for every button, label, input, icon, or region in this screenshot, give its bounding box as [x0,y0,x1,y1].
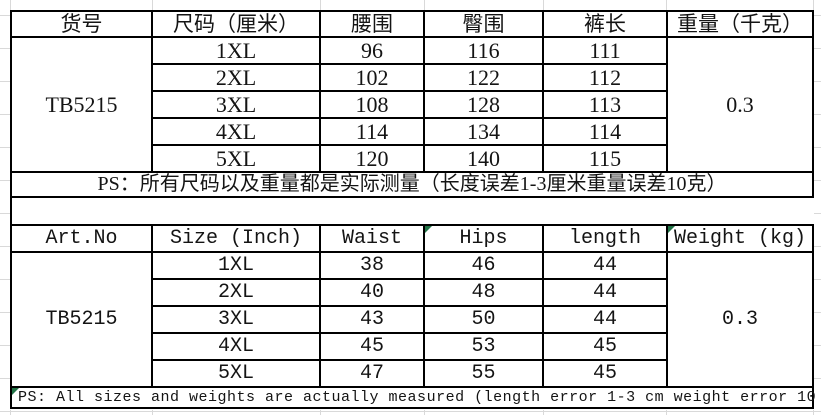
waist-cell: 114 [319,117,425,146]
length-cell: 45 [542,359,668,388]
table-row: 4XL 114 134 114 [11,117,813,146]
measurement-note-en: PS: All sizes and weights are actually m… [10,386,821,409]
waist-cell: 120 [319,144,425,173]
length-cell: 113 [542,90,668,119]
header-waist-cn: 腰围 [319,10,425,38]
table-row: 5XL 120 140 115 [11,144,813,173]
header-weight-cn: 重量（千克） [666,10,814,38]
waist-cell: 45 [319,332,425,361]
table-row: 3XL 43 50 44 [11,305,813,334]
cell-error-indicator-icon [668,226,675,233]
size-cell: 5XL [151,144,321,173]
waist-cell: 38 [319,251,425,280]
cell-error-indicator-icon [425,226,432,233]
hips-cell: 134 [423,117,544,146]
size-cell: 4XL [151,117,321,146]
size-cell: 1XL [151,251,321,280]
size-table-cm: 货号 尺码（厘米） 腰围 臀围 裤长 重量（千克） TB5215 1XL 96 … [10,10,814,198]
waist-cell: 47 [319,359,425,388]
length-cell: 45 [542,332,668,361]
gap-left-border [10,198,12,226]
length-cell: 114 [542,117,668,146]
cell-error-indicator-icon [12,388,19,395]
item-no-cell: TB5215 [10,251,153,388]
header-item-no-cn: 货号 [10,10,153,38]
header-weight-label: Weight (kg) [673,227,807,250]
hips-cell: 48 [423,278,544,307]
hips-cell: 46 [423,251,544,280]
table-row: 5XL 47 55 45 [11,359,813,388]
size-table-inch: Art.No Size (Inch) Waist Hips length Wei… [10,224,821,409]
size-cell: 2XL [151,278,321,307]
length-cell: 44 [542,251,668,280]
hips-cell: 55 [423,359,544,388]
table-row: 2XL 40 48 44 [11,278,813,307]
hips-cell: 122 [423,63,544,92]
header-length-cn: 裤长 [542,10,668,38]
waist-cell: 108 [319,90,425,119]
length-cell: 112 [542,63,668,92]
header-hips-label: Hips [459,227,508,250]
waist-cell: 40 [319,278,425,307]
hips-cell: 128 [423,90,544,119]
header-length: length [542,224,668,253]
hips-cell: 140 [423,144,544,173]
header-size: Size (Inch) [151,224,321,253]
table-row: PS: All sizes and weights are actually m… [10,386,821,409]
size-cell: 3XL [151,90,321,119]
item-no-cell: TB5215 [10,36,153,173]
table-row: 3XL 108 128 113 [11,90,813,119]
length-cell: 44 [542,278,668,307]
table-row: TB5215 1XL 38 46 44 0.3 [10,251,814,388]
waist-cell: 102 [319,63,425,92]
header-hips-cn: 臀围 [423,10,544,38]
size-cell: 2XL [151,63,321,92]
weight-cell: 0.3 [666,36,814,173]
header-weight: Weight (kg) [666,224,814,253]
length-cell: 115 [542,144,668,173]
header-size-cn: 尺码（厘米） [151,10,321,38]
length-cell: 111 [542,36,668,65]
header-art-no: Art.No [10,224,153,253]
table-row: 4XL 45 53 45 [11,332,813,361]
waist-cell: 96 [319,36,425,65]
size-cell: 1XL [151,36,321,65]
header-waist: Waist [319,224,425,253]
hips-cell: 116 [423,36,544,65]
table-row: 2XL 102 122 112 [11,63,813,92]
header-hips: Hips [423,224,544,253]
size-cell: 5XL [151,359,321,388]
table-row: TB5215 1XL 96 116 111 0.3 [10,36,814,173]
waist-cell: 43 [319,305,425,334]
size-cell: 3XL [151,305,321,334]
hips-cell: 53 [423,332,544,361]
length-cell: 44 [542,305,668,334]
weight-cell: 0.3 [666,251,814,388]
hips-cell: 50 [423,305,544,334]
size-cell: 4XL [151,332,321,361]
measurement-note-cn: PS：所有尺码以及重量都是实际测量（长度误差1-3厘米重量误差10克） [10,171,814,198]
table-row: PS：所有尺码以及重量都是实际测量（长度误差1-3厘米重量误差10克） [10,171,814,198]
measurement-note-en-label: PS: All sizes and weights are actually m… [18,388,821,406]
